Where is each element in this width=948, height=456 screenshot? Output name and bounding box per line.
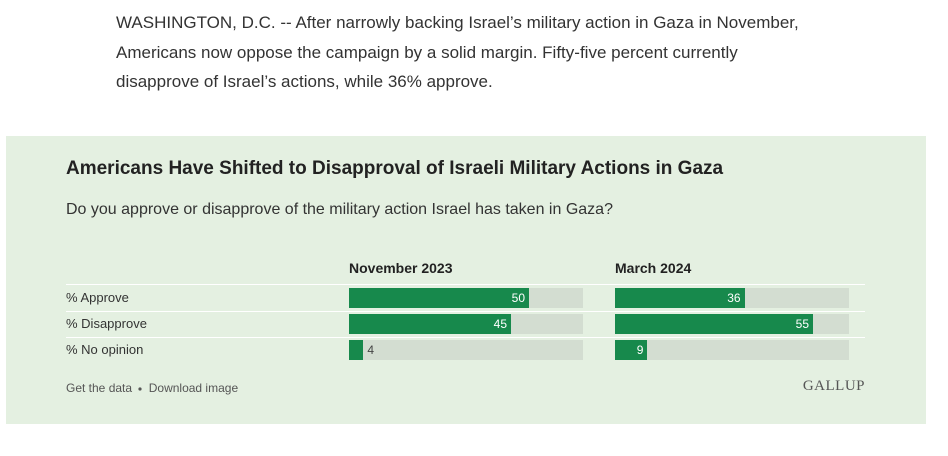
row-label: % Disapprove	[66, 316, 147, 331]
bar	[615, 340, 648, 360]
bar	[349, 314, 511, 334]
bar	[615, 288, 745, 308]
value-label: 4	[367, 343, 375, 357]
value-label: 55	[795, 317, 809, 331]
brand: GALLUP	[802, 378, 865, 394]
row-label: % No opinion	[66, 342, 144, 357]
chart-subtitle: Do you approve or disapprove of the mili…	[66, 201, 613, 218]
separator	[66, 311, 865, 312]
footer: Get the data Download image	[66, 381, 238, 395]
value-label: 45	[493, 317, 507, 331]
value-label: 9	[636, 343, 644, 357]
bar-track	[615, 340, 849, 360]
link[interactable]: Get the data	[66, 381, 133, 395]
bar	[349, 288, 529, 308]
value-label: 50	[511, 291, 525, 305]
column-header: March 2024	[615, 260, 692, 276]
bar	[349, 340, 364, 360]
link[interactable]: Download image	[148, 381, 239, 395]
separator	[66, 284, 865, 285]
bar-track	[349, 340, 583, 360]
chart-title: Americans Have Shifted to Disapproval of…	[66, 158, 724, 179]
separator-dot	[138, 387, 142, 391]
bar	[615, 314, 813, 334]
article-paragraph: WASHINGTON, D.C. -- After narrowly backi…	[116, 13, 799, 91]
separator	[66, 337, 865, 338]
row-label: % Approve	[66, 290, 129, 305]
value-label: 36	[727, 291, 741, 305]
column-header: November 2023	[349, 260, 453, 276]
chart-panel: Americans Have Shifted to Disapproval of…	[6, 136, 926, 424]
